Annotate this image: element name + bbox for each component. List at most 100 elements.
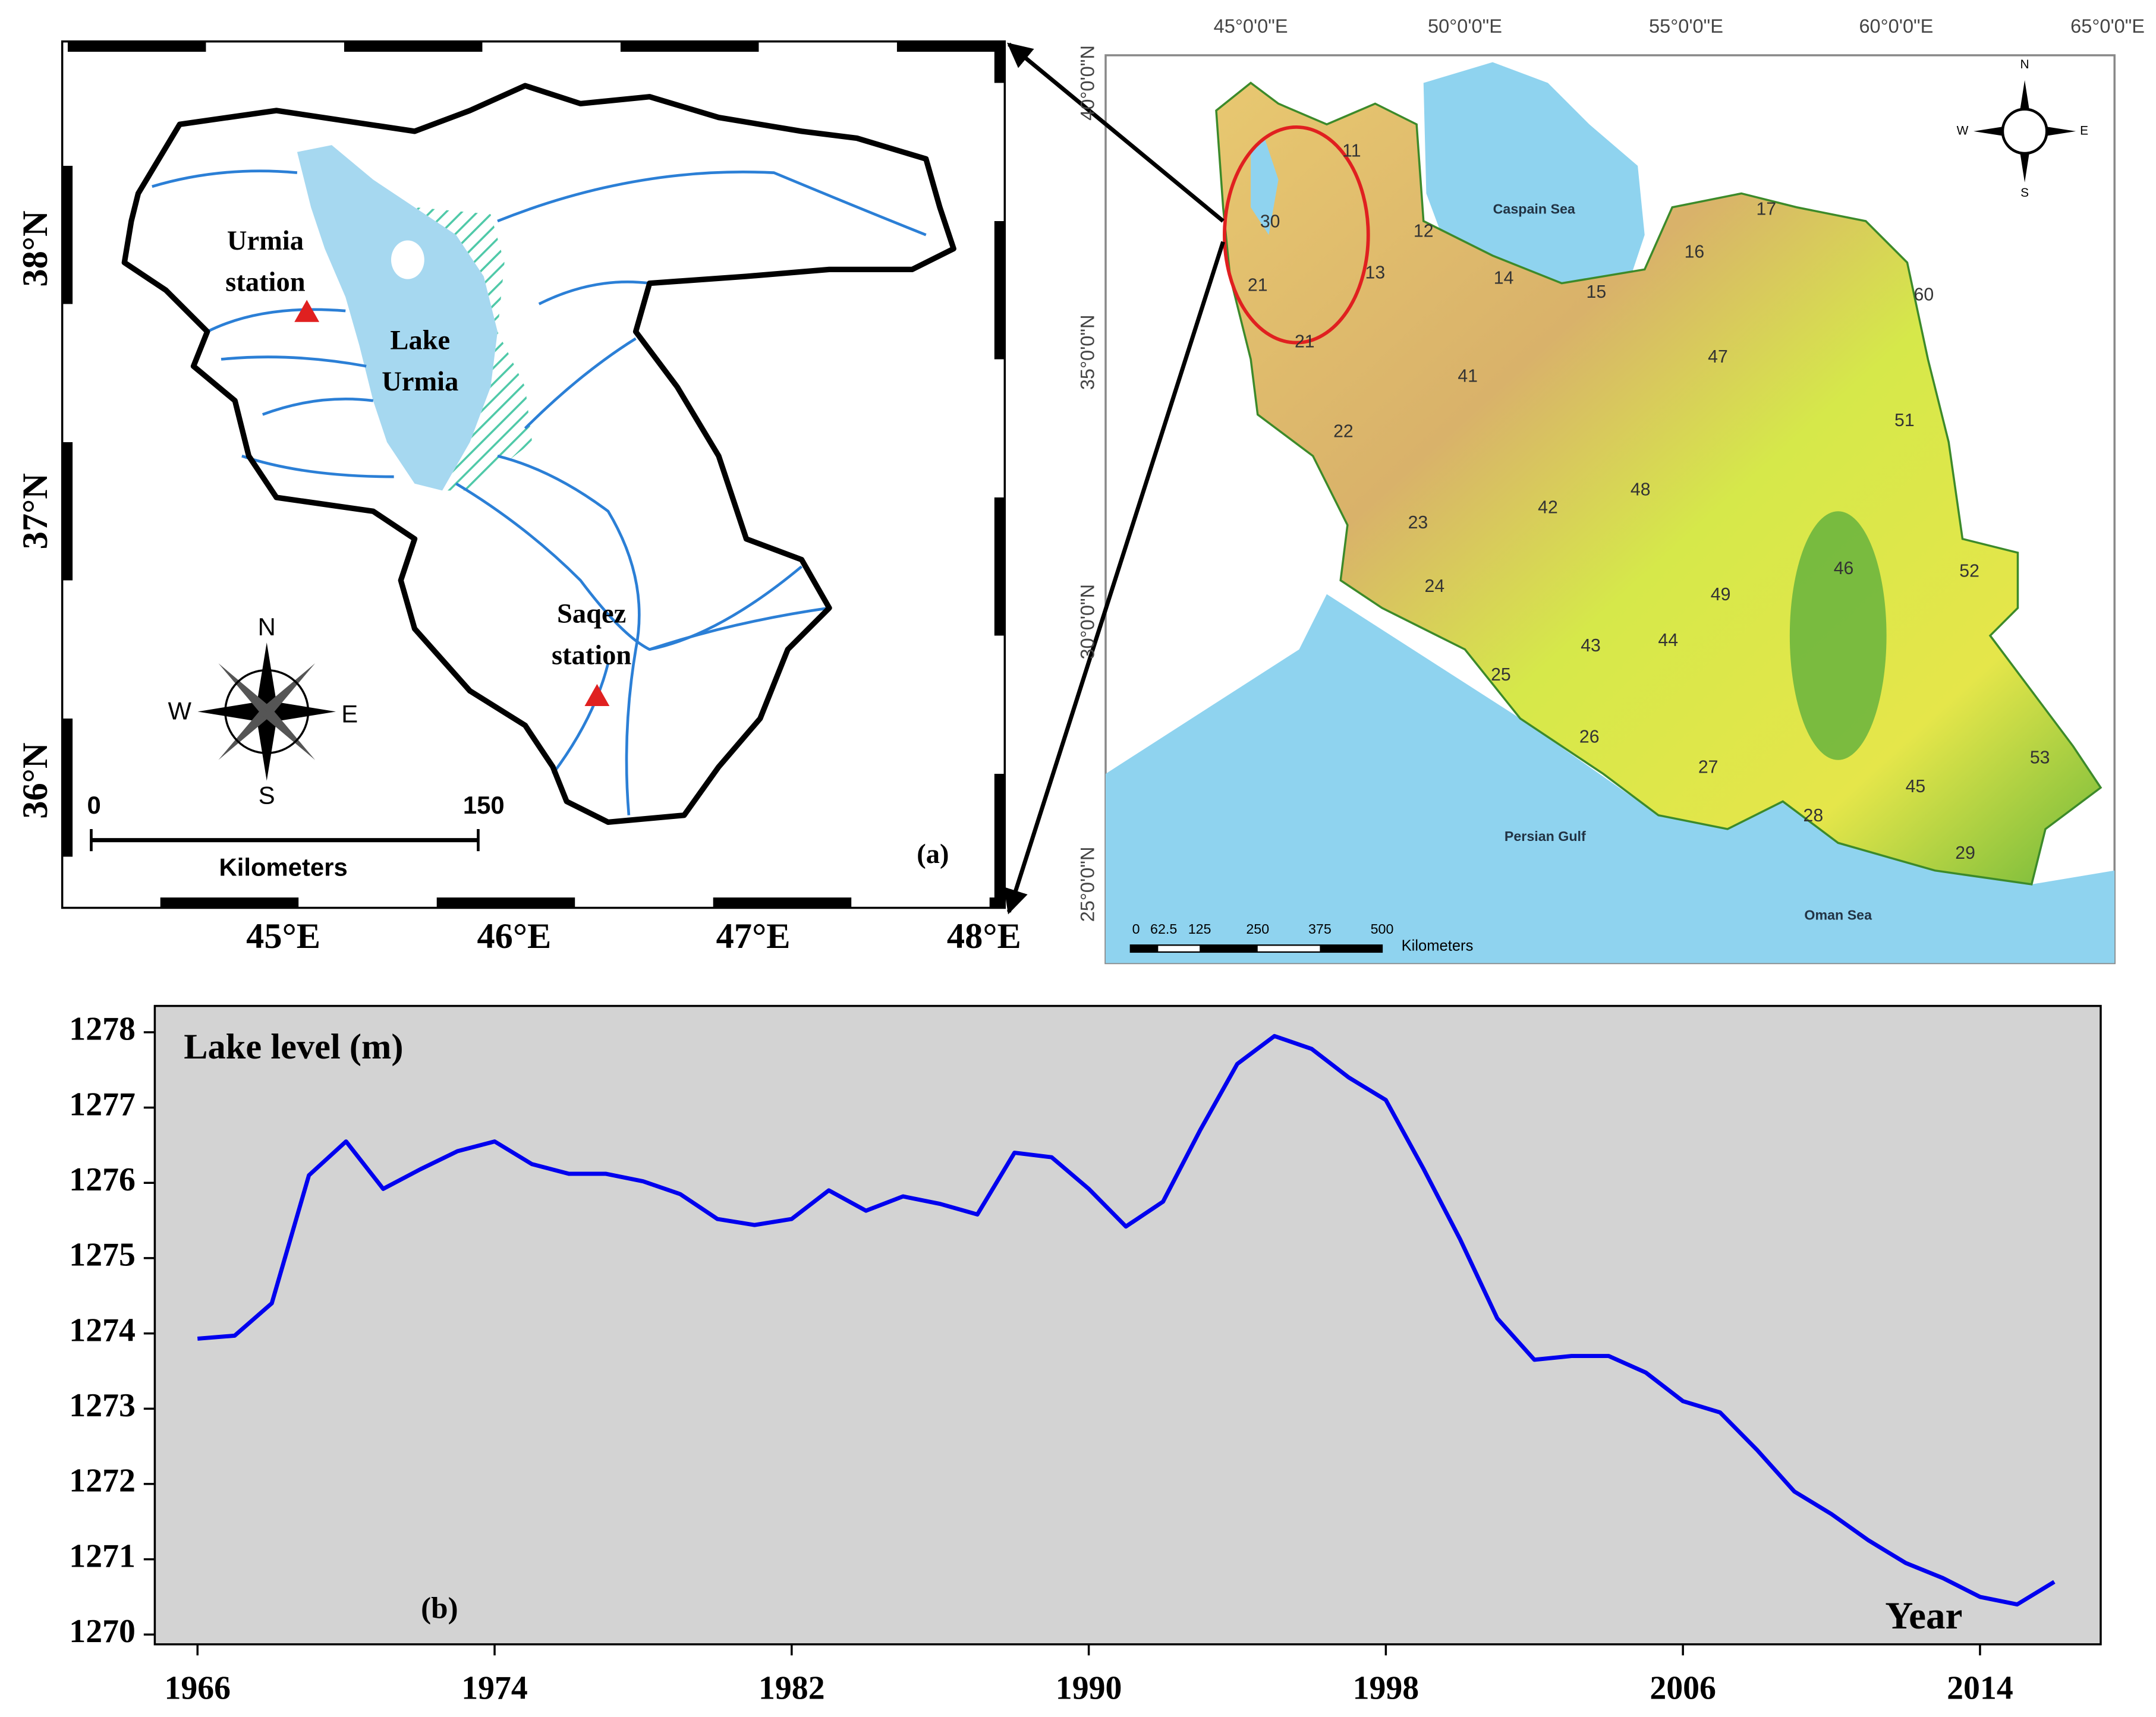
latitude-label: 40°0'0"N — [1077, 45, 1099, 121]
scale-label: 150 — [463, 791, 505, 819]
region-number: 17 — [1757, 199, 1777, 219]
station-label: Urmia — [227, 226, 304, 256]
latitude-label: 38°N — [15, 210, 55, 286]
region-number: 29 — [1955, 843, 1975, 863]
scale-label: 0 — [1132, 921, 1140, 937]
region-number: 42 — [1538, 498, 1558, 518]
longitude-label: 47°E — [716, 916, 791, 956]
station-label: station — [552, 640, 631, 670]
x-tick-label: 1966 — [164, 1670, 231, 1707]
region-number: 47 — [1708, 347, 1728, 367]
sea-label: Caspain Sea — [1493, 201, 1576, 217]
y-axis-label: Lake level (m) — [184, 1027, 403, 1067]
lake — [297, 145, 498, 491]
arrow-top — [1007, 42, 1225, 223]
longitude-label: 55°0'0"E — [1649, 15, 1723, 37]
y-tick-label: 1274 — [69, 1312, 136, 1349]
lake-urmia-small — [1251, 138, 1279, 235]
compass-letter: N — [2020, 58, 2029, 71]
compass-letter: N — [258, 613, 276, 641]
x-tick-label: 2014 — [1947, 1670, 2013, 1707]
scale-unit: Kilometers — [219, 853, 348, 881]
x-tick-label: 1998 — [1353, 1670, 1420, 1707]
rivers — [152, 169, 927, 815]
longitude-label: 48°E — [947, 916, 1021, 956]
region-number: 49 — [1711, 585, 1731, 604]
region-number: 23 — [1408, 513, 1428, 533]
lake-label: Lake — [390, 325, 450, 355]
map-b — [1104, 54, 2116, 965]
latitude-label: 25°0'0"N — [1077, 847, 1099, 922]
region-number: 51 — [1894, 411, 1915, 430]
lowland — [1789, 511, 1887, 760]
latitude-label: 36°N — [15, 742, 55, 818]
scale-label: 0 — [87, 791, 100, 819]
basin-outline — [121, 83, 956, 826]
scale-unit: Kilometers — [1402, 937, 1474, 954]
compass-b — [1974, 80, 2076, 182]
hatched-area — [414, 207, 533, 491]
region-number: 45 — [1906, 777, 1926, 796]
annotation: (b) — [421, 1592, 458, 1625]
region-number: 16 — [1685, 242, 1705, 262]
y-tick-label: 1271 — [69, 1538, 136, 1574]
saqez-station-marker — [584, 683, 610, 707]
region-number: 46 — [1834, 559, 1854, 578]
region-number: 26 — [1579, 727, 1600, 747]
x-axis-label: Year — [1885, 1595, 1962, 1637]
scale-bar-a — [90, 828, 480, 852]
y-tick-label: 1277 — [69, 1086, 136, 1123]
region-number: 25 — [1491, 665, 1511, 685]
scale-label: 500 — [1371, 921, 1394, 937]
region-number: 60 — [1914, 285, 1934, 305]
scale-bar-b — [1129, 944, 1383, 953]
region-number: 12 — [1414, 222, 1434, 241]
region-number: 11 — [1342, 141, 1361, 161]
y-tick-label: 1278 — [69, 1011, 136, 1048]
region-number: 27 — [1698, 758, 1718, 777]
y-tick-label: 1272 — [69, 1463, 136, 1499]
urmia-station-marker — [294, 300, 320, 322]
map-a-dashed-border — [62, 42, 1005, 908]
x-tick-label: 1982 — [758, 1670, 825, 1707]
latitude-label: 30°0'0"N — [1077, 584, 1099, 660]
plot-area — [153, 1004, 2102, 1646]
x-tick-label: 2006 — [1650, 1670, 1716, 1707]
compass-letter: S — [2020, 186, 2029, 200]
sea-label: Oman Sea — [1804, 908, 1872, 923]
island — [391, 240, 424, 279]
region-number: 53 — [2030, 748, 2050, 767]
longitude-label: 50°0'0"E — [1428, 15, 1502, 37]
longitude-label: 45°E — [246, 916, 320, 956]
y-tick-label: 1270 — [69, 1613, 136, 1650]
region-number: 24 — [1425, 576, 1445, 596]
x-tick-label: 1990 — [1056, 1670, 1122, 1707]
map-a-frame — [61, 40, 1006, 909]
longitude-label: 46°E — [477, 916, 551, 956]
map-a — [61, 40, 1006, 909]
panel-label: (a) — [917, 839, 949, 869]
region-number: 21 — [1295, 332, 1315, 352]
arrow-bottom — [1003, 241, 1225, 915]
compass-letter: E — [341, 700, 358, 727]
longitude-label: 60°0'0"E — [1859, 15, 1933, 37]
compass-a — [197, 642, 336, 781]
region-number: 22 — [1333, 422, 1354, 442]
scale-label: 62.5 — [1150, 921, 1177, 937]
station-label: station — [225, 267, 305, 298]
y-tick-label: 1276 — [69, 1161, 136, 1198]
study-area-ellipse — [1223, 125, 1370, 345]
lake-label: Urmia — [382, 367, 458, 397]
compass-letter: W — [168, 697, 192, 725]
sea-label: Persian Gulf — [1505, 828, 1586, 844]
line-series — [197, 1034, 2056, 1607]
compass-letter: E — [2080, 124, 2088, 137]
x-tick-label: 1974 — [461, 1670, 528, 1707]
region-number: 30 — [1260, 212, 1280, 231]
latitude-label: 37°N — [15, 473, 55, 549]
compass-letter: S — [259, 782, 275, 809]
region-number: 52 — [1959, 562, 1979, 581]
y-tick-label: 1273 — [69, 1387, 136, 1424]
